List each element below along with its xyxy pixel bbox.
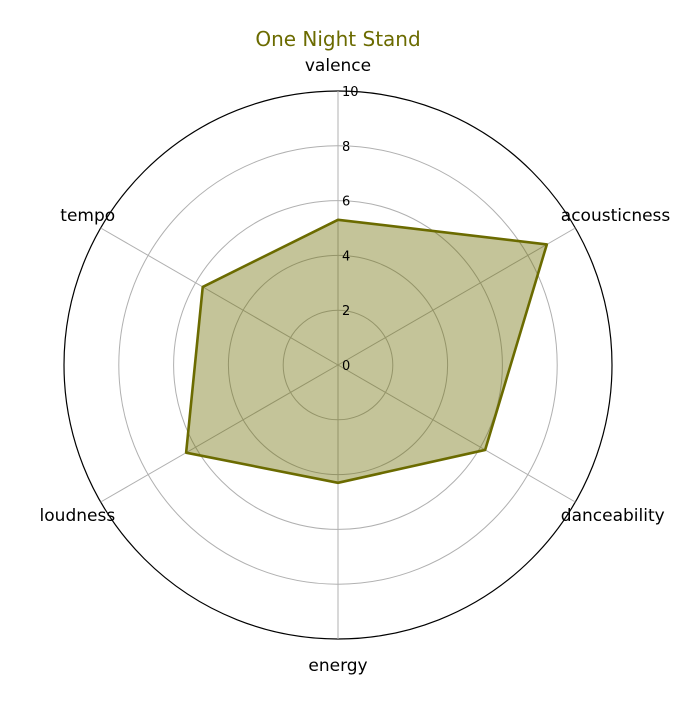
grid-layer [63,90,613,640]
r-tick-label: 4 [342,249,350,264]
axis-label-danceability: danceability [561,506,665,526]
r-tick-label: 0 [342,359,350,374]
label-layer: 0 2 4 6 8 10 valence acousticness danceability en… [40,56,671,676]
series-area [186,219,547,483]
axis-label-loudness: loudness [40,506,116,526]
r-tick-label: 2 [342,304,350,319]
data-layer [184,218,549,485]
r-tick-label: 6 [342,195,350,210]
spoke-tempo [100,227,339,366]
chart-title: One Night Stand [255,27,420,51]
r-tick-label: 10 [342,85,359,100]
axis-label-valence: valence [305,56,371,76]
axis-label-acousticness: acousticness [561,206,671,226]
axis-label-energy: energy [308,656,367,676]
spoke-acousticness [337,227,576,366]
r-tick-label: 8 [342,140,350,155]
spoke-loudness [100,364,339,503]
series-line [184,218,549,485]
axis-label-tempo: tempo [60,206,115,226]
spoke-danceability [337,364,576,503]
